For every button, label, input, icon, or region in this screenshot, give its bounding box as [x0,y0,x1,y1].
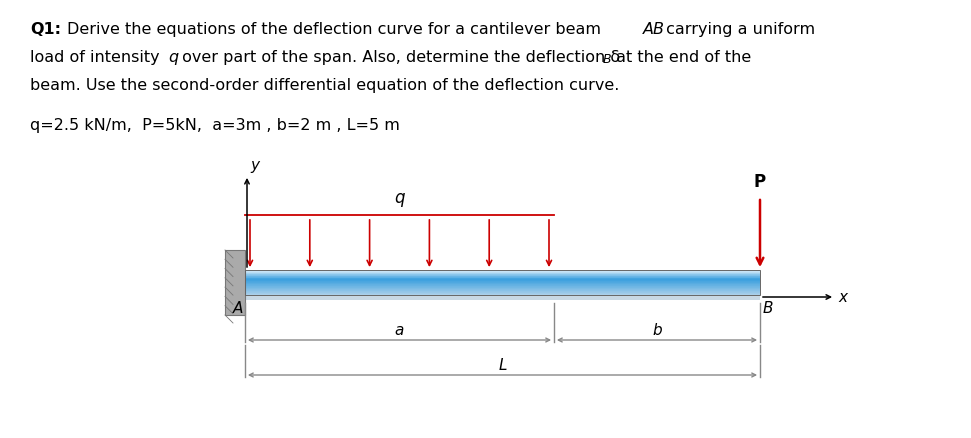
Bar [245,293,760,294]
Bar [245,286,760,287]
Text: Derive the equations of the deflection curve for a cantilever beam: Derive the equations of the deflection c… [67,22,606,37]
Bar [245,287,760,288]
Text: Q1:: Q1: [30,22,61,37]
Bar [245,282,760,283]
Text: L: L [498,358,507,373]
Text: x: x [838,290,847,304]
Bar [245,292,760,293]
Text: B: B [603,53,612,66]
Bar [245,274,760,275]
Text: P: P [753,173,766,191]
Bar [225,250,245,315]
Bar [245,279,760,280]
Bar [245,295,760,300]
Bar [245,276,760,277]
Bar [245,294,760,295]
Text: q=2.5 kN/m,  P=5kN,  a=3m , b=2 m , L=5 m: q=2.5 kN/m, P=5kN, a=3m , b=2 m , L=5 m [30,118,400,133]
Bar [245,277,760,278]
Bar [245,291,760,292]
Text: load of intensity: load of intensity [30,50,165,65]
Bar [245,270,760,295]
Text: q: q [168,50,178,65]
Text: AB: AB [643,22,665,37]
Bar [245,280,760,281]
Bar [245,272,760,273]
Bar [245,271,760,272]
Bar [245,290,760,291]
Text: b: b [653,323,662,338]
Text: at the end of the: at the end of the [611,50,752,65]
Text: carrying a uniform: carrying a uniform [661,22,815,37]
Bar [245,281,760,282]
Bar [245,273,760,274]
Bar [245,284,760,285]
Bar [245,283,760,284]
Bar [245,288,760,289]
Bar [245,275,760,276]
Text: a: a [395,323,404,338]
Text: A: A [233,301,243,316]
Text: q: q [394,189,405,207]
Text: over part of the span. Also, determine the deflection δ: over part of the span. Also, determine t… [177,50,620,65]
Bar [245,289,760,290]
Bar [245,270,760,271]
Bar [245,278,760,279]
Bar [245,285,760,286]
Text: y: y [250,158,259,173]
Text: B: B [763,301,774,316]
Text: beam. Use the second-order differential equation of the deflection curve.: beam. Use the second-order differential … [30,78,619,93]
